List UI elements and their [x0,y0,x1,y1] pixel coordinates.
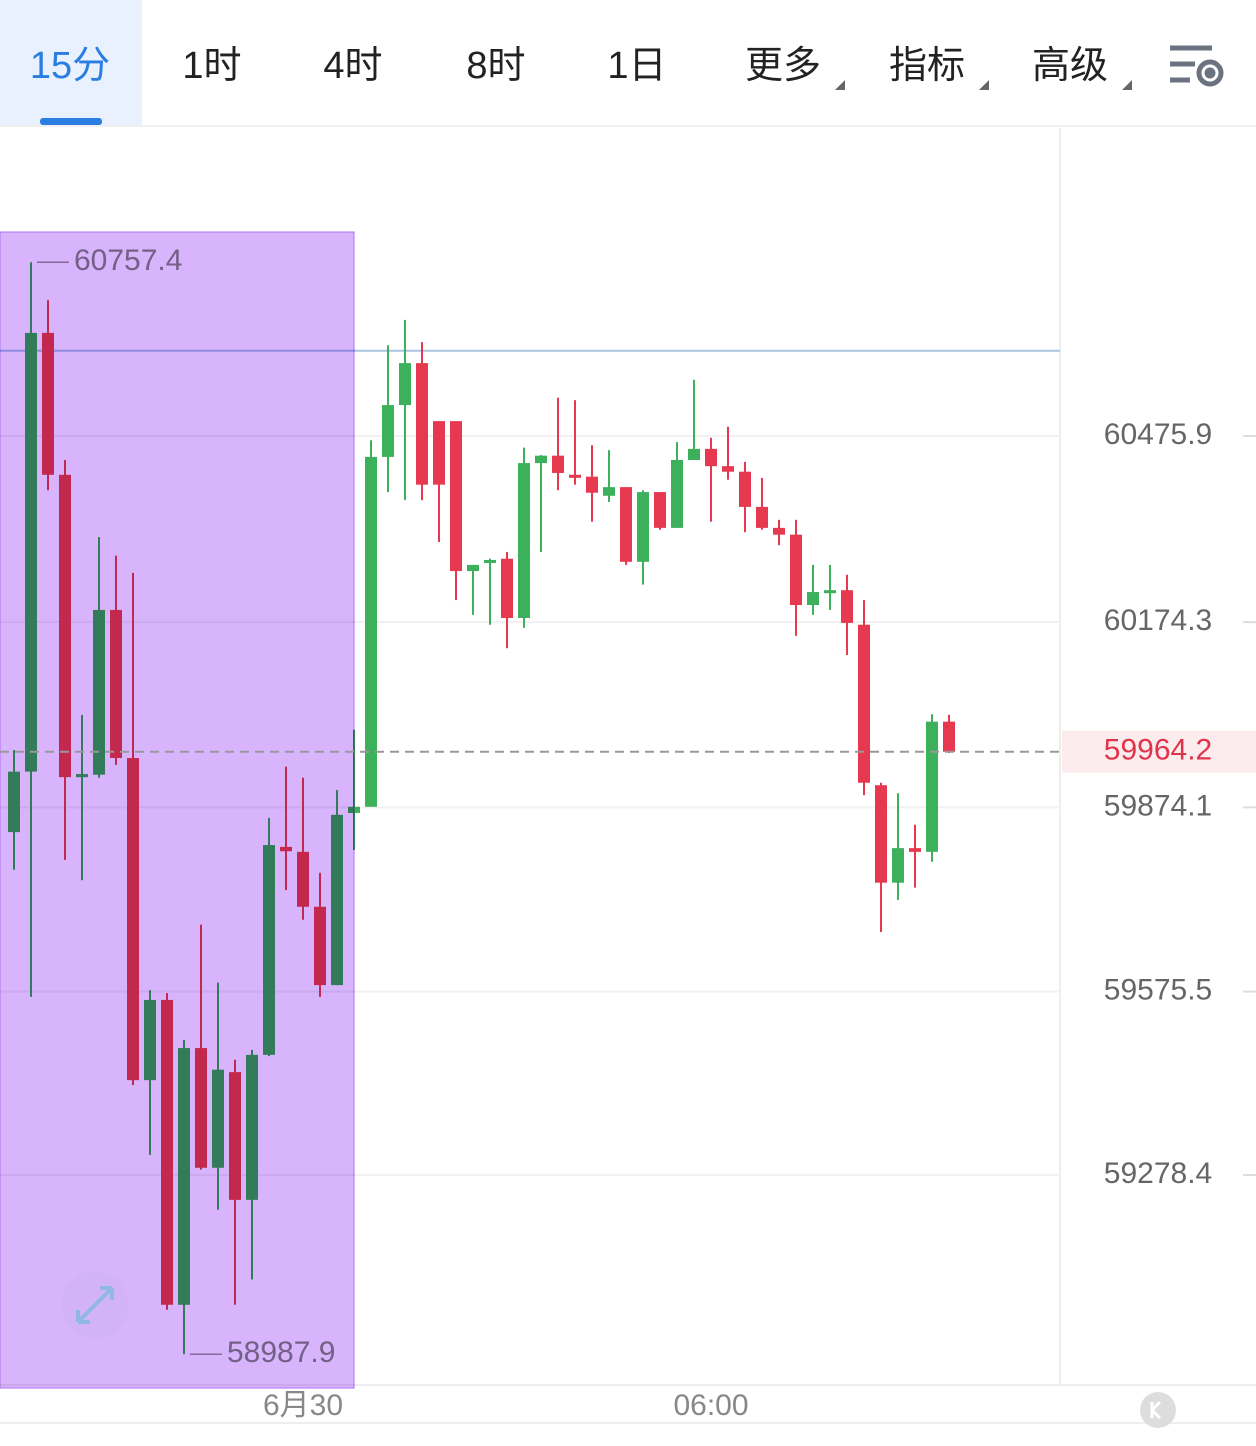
candle-body [603,487,615,496]
candle-body [586,476,598,493]
candle-body [841,590,853,623]
candle-body [399,363,411,406]
settings-icon[interactable] [1170,45,1224,87]
candle-body [433,421,445,485]
candle-body [807,592,819,606]
candle-body [909,848,921,852]
y-tick-label: 60475.9 [1104,418,1212,451]
candle-body [773,527,785,535]
candle-body [671,459,683,528]
active-tab-bg [0,0,142,125]
logo-icon [1140,1392,1176,1428]
candle-body [943,721,955,752]
last-price-bg [1062,730,1256,773]
tab[interactable]: 4时 [323,45,382,87]
tab[interactable]: 更多 [745,45,821,87]
candle-body [620,487,632,562]
tab[interactable]: 1时 [182,45,241,87]
y-tick-label: 59575.5 [1104,974,1212,1007]
y-tick-label: 60174.3 [1104,604,1212,637]
x-tick-label: 6月30 [263,1389,343,1422]
candle-body [552,455,564,473]
expand-icon[interactable] [61,1271,129,1339]
candle-body [858,624,870,783]
candle-body [467,564,479,572]
tab[interactable]: 指标 [889,45,965,87]
last-price-label: 59964.2 [1104,734,1212,767]
candle-body [722,466,734,472]
candle-body [518,463,530,618]
candle-body [501,558,513,618]
candle-body [416,363,428,485]
tab[interactable]: 高级 [1032,45,1108,87]
candle-body [365,456,377,807]
candle-body [535,455,547,464]
candle-body [875,785,887,883]
candle-body [926,721,938,852]
tabs: 15分 1时 4时 8时 1日 更多 指标 高级 [30,45,1132,90]
candle-body [450,421,462,572]
candle-body [569,474,581,478]
candle-body [705,448,717,467]
candle-body [892,848,904,883]
candle-body [790,534,802,606]
selection-overlay [0,231,355,1389]
dropdown-caret [1122,80,1132,90]
dropdown-caret [835,80,845,90]
y-tick-label: 59874.1 [1104,789,1212,822]
candle-body [739,471,751,507]
dropdown-caret [979,80,989,90]
candle-body [756,506,768,528]
candle-body [382,405,394,457]
candle-body [654,492,666,528]
expand-arrows [76,1286,114,1324]
x-tick-label: 06:00 [673,1389,748,1422]
candle-body [824,590,836,594]
candle-body [637,492,649,562]
candle-body [688,448,700,460]
y-tick-label: 59278.4 [1104,1157,1212,1190]
candle-body [484,559,496,564]
tab[interactable]: 8时 [466,45,525,87]
tab[interactable]: 1日 [607,45,666,87]
active-indicator [40,118,102,125]
tab[interactable]: 15分 [30,45,110,87]
plot: 60475.9 60174.3 59874.1 59575.5 59278.4 6月30 0… [0,231,1256,1422]
